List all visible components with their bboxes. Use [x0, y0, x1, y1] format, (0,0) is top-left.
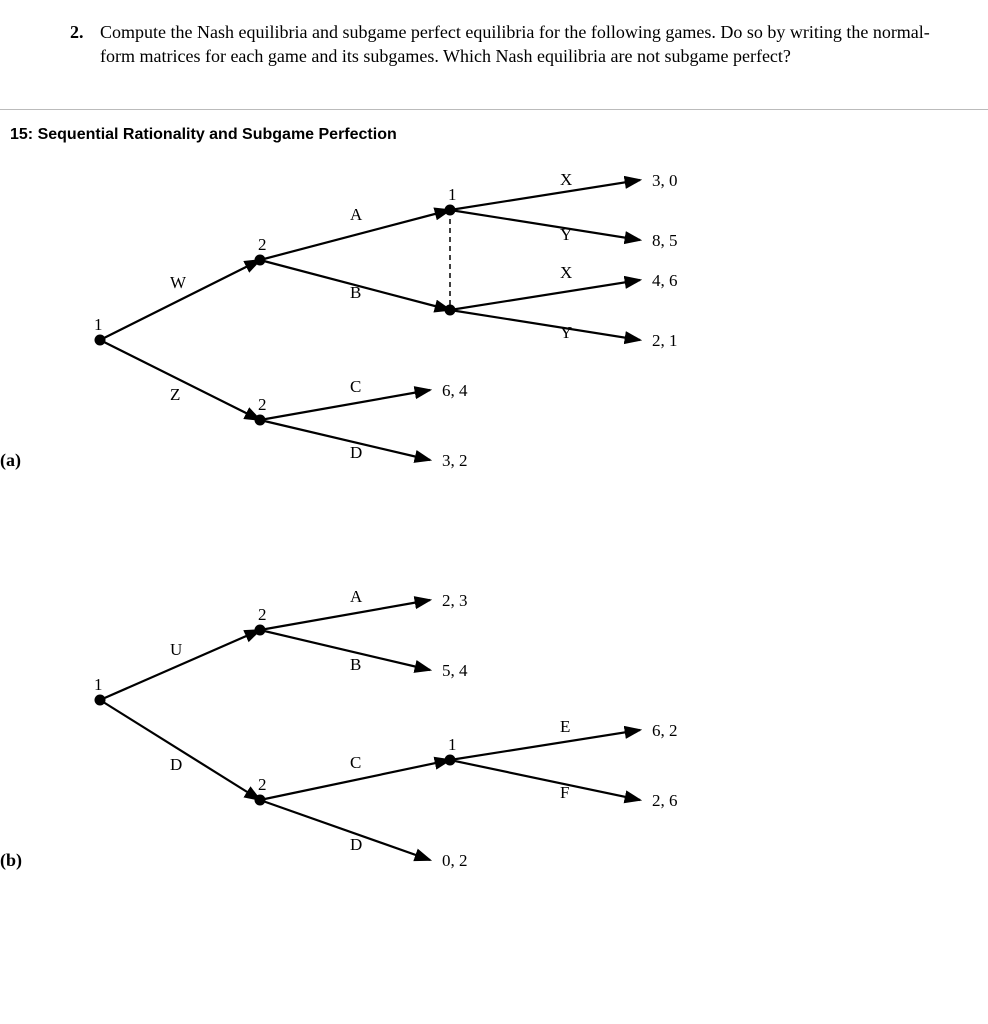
- section-header: 15: Sequential Rationality and Subgame P…: [0, 110, 988, 150]
- edge-label: A: [350, 205, 363, 224]
- decision-node: [255, 254, 266, 265]
- payoff-label: 3, 0: [652, 171, 678, 190]
- player-label: 2: [258, 235, 267, 254]
- tree-edge: [260, 800, 430, 860]
- edge-label: Y: [560, 323, 572, 342]
- edge-label: D: [350, 835, 362, 854]
- payoff-label: 2, 6: [652, 791, 678, 810]
- decision-node: [95, 334, 106, 345]
- tree-edge: [260, 420, 430, 460]
- tree-edge: [100, 700, 260, 800]
- tree-edge: [260, 630, 430, 670]
- edge-label: D: [170, 755, 182, 774]
- payoff-label: 0, 2: [442, 851, 468, 870]
- decision-node: [95, 694, 106, 705]
- edge-label: C: [350, 753, 361, 772]
- edge-label: E: [560, 717, 570, 736]
- edge-label: B: [350, 283, 361, 302]
- payoff-label: 3, 2: [442, 451, 468, 470]
- edge-label: Y: [560, 225, 572, 244]
- game-tree-diagram: W Z A B C 6, 4 D 3, 2 X 3, 0 Y 8, 5 X 4, 6 Y 2, 1 U D A 2, …: [0, 150, 988, 940]
- player-label: 1: [94, 675, 103, 694]
- edge-label: D: [350, 443, 362, 462]
- payoff-label: 6, 4: [442, 381, 468, 400]
- player-label: 1: [448, 735, 457, 754]
- payoff-label: 2, 1: [652, 331, 678, 350]
- decision-node: [445, 754, 456, 765]
- edge-label: A: [350, 587, 363, 606]
- tree-edge: [450, 180, 640, 210]
- player-label: 2: [258, 605, 267, 624]
- payoff-label: 8, 5: [652, 231, 678, 250]
- player-label: 1: [94, 315, 103, 334]
- decision-node: [255, 794, 266, 805]
- payoff-label: 4, 6: [652, 271, 678, 290]
- question-text: Compute the Nash equilibria and subgame …: [100, 20, 948, 69]
- game-tree-svg: W Z A B C 6, 4 D 3, 2 X 3, 0 Y 8, 5 X 4, 6 Y 2, 1 U D A 2, …: [30, 160, 930, 940]
- player-label: 2: [258, 775, 267, 794]
- part-label: (b): [0, 850, 22, 871]
- tree-edge: [450, 280, 640, 310]
- part-label: (a): [0, 450, 21, 471]
- tree-edge: [450, 760, 640, 800]
- tree-edge: [100, 340, 260, 420]
- payoff-label: 5, 4: [442, 661, 468, 680]
- tree-edge: [260, 390, 430, 420]
- player-label: 1: [448, 185, 457, 204]
- edge-label: X: [560, 263, 572, 282]
- player-label: 2: [258, 395, 267, 414]
- edge-label: X: [560, 170, 572, 189]
- tree-edge: [260, 600, 430, 630]
- tree-edge: [450, 730, 640, 760]
- edge-label: F: [560, 783, 569, 802]
- payoff-label: 6, 2: [652, 721, 678, 740]
- decision-node: [445, 304, 456, 315]
- payoff-label: 2, 3: [442, 591, 468, 610]
- tree-edge: [100, 260, 260, 340]
- edge-label: W: [170, 273, 187, 292]
- decision-node: [255, 624, 266, 635]
- edge-label: C: [350, 377, 361, 396]
- decision-node: [255, 414, 266, 425]
- question-number: 2.: [70, 20, 100, 69]
- edge-label: U: [170, 640, 182, 659]
- edge-label: B: [350, 655, 361, 674]
- question-block: 2. Compute the Nash equilibria and subga…: [0, 0, 988, 109]
- tree-edge: [450, 310, 640, 340]
- decision-node: [445, 204, 456, 215]
- tree-edge: [450, 210, 640, 240]
- edge-label: Z: [170, 385, 180, 404]
